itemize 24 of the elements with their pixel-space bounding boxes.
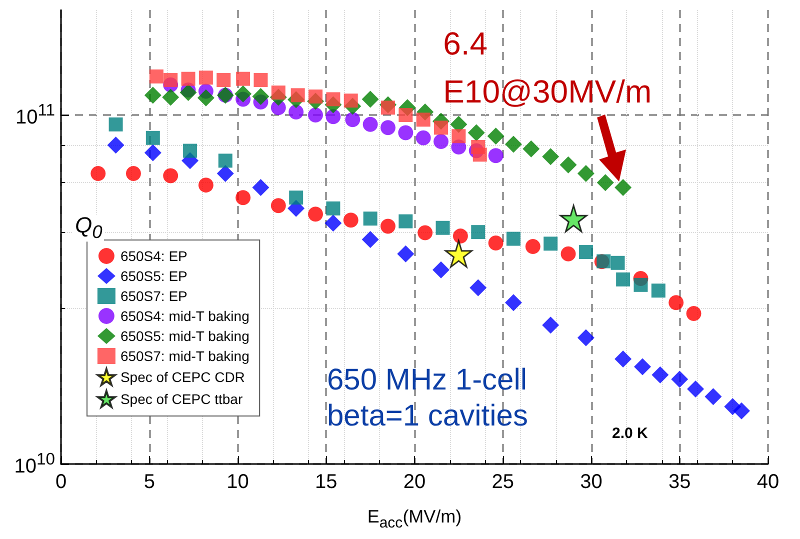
x-tick-label: 35 xyxy=(668,471,691,493)
x-tick-label: 30 xyxy=(580,471,602,493)
x-tick-label: 25 xyxy=(492,471,514,493)
y-tick-label: 10$^{11}$ xyxy=(15,100,55,128)
x-tick-label: 40 xyxy=(756,471,780,493)
x-tick-label: 5 xyxy=(144,471,155,493)
annotation: 6.4 E10@30MV/m xyxy=(443,25,652,110)
legend-label: 650S4: mid-T baking xyxy=(120,308,250,324)
x-tick-label: 0 xyxy=(55,471,67,493)
legend-label: 650S5: mid-T baking xyxy=(120,328,250,344)
x-tick-label: 15 xyxy=(315,471,338,493)
legend-label: 650S4: EP xyxy=(120,248,188,264)
legend-label: Spec of CEPC CDR xyxy=(120,369,245,385)
legend-label: 650S7: mid-T baking xyxy=(120,348,250,364)
x-axis-title: E$_{acc}$(MV/m) xyxy=(367,506,462,532)
x-tick-label: 10 xyxy=(226,471,249,493)
annotation: 2.0 K xyxy=(612,425,648,442)
y-tick-label: 10$^{10}$ xyxy=(14,450,55,478)
y-axis-title: Q$_{0}$ xyxy=(73,212,104,242)
x-tick-label: 20 xyxy=(403,471,426,493)
annotation: 650 MHz 1-cell beta=1 cavities xyxy=(327,364,536,432)
legend-label: Spec of CEPC ttbar xyxy=(120,391,243,407)
legend-label: 650S7: EP xyxy=(120,288,188,304)
legend-label: 650S5: EP xyxy=(120,268,188,284)
